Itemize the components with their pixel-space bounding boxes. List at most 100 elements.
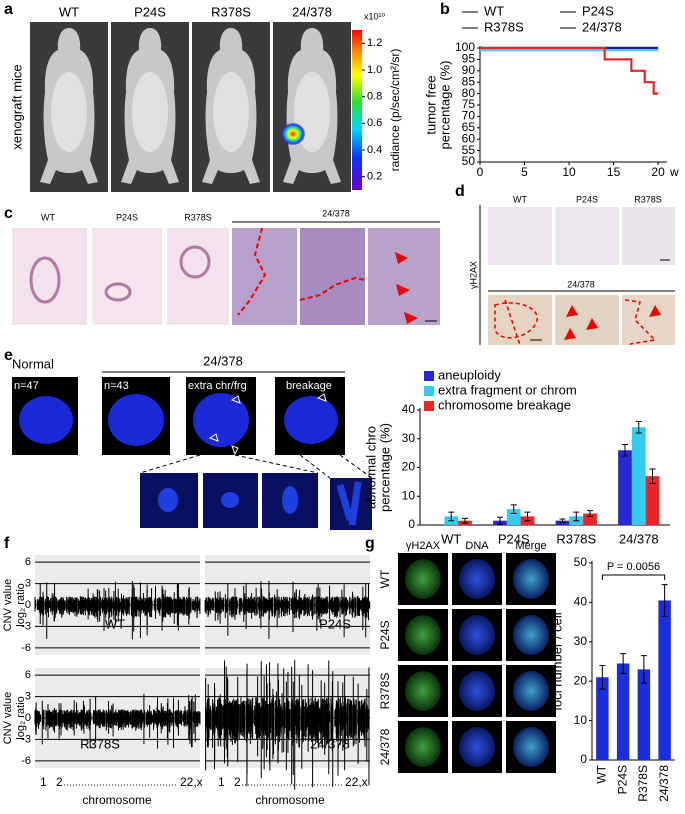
- colorbar-tick-label: 1.2: [367, 37, 382, 49]
- x-tick-label: 24/378: [619, 531, 659, 546]
- y-tick-label: 6: [25, 556, 31, 568]
- y-tick-label: 6: [25, 669, 31, 681]
- row-label: P24S: [378, 620, 392, 649]
- x-tick-label: P24S: [498, 531, 530, 546]
- y-tick-label: 50: [462, 154, 476, 168]
- y-axis-title: abnormal chro: [363, 426, 378, 509]
- error-bar: [524, 511, 531, 522]
- colorbar-tick-label: 0.6: [367, 117, 382, 129]
- y-tick-label: 20: [402, 460, 416, 474]
- bar: [596, 677, 609, 760]
- panel-label: f: [4, 535, 10, 552]
- row-label: R378S: [378, 673, 392, 710]
- y-tick-label: 70: [462, 109, 476, 123]
- row-label: 24/378: [378, 728, 392, 765]
- tumor-border: [624, 299, 657, 345]
- x-label: 22,x: [345, 775, 368, 789]
- panel-a: [30, 22, 362, 192]
- genotype-label: WT: [59, 4, 79, 19]
- arrowheads: [395, 252, 418, 324]
- panel-label: d: [455, 183, 465, 200]
- error-bar: [559, 518, 566, 523]
- nucleus: [513, 727, 549, 767]
- mouse-image: [111, 22, 189, 192]
- bar: [631, 427, 646, 525]
- panel-c: [12, 221, 440, 325]
- tumor-border: [494, 299, 538, 346]
- genotype-label: P24S: [116, 212, 138, 222]
- arrowheads: [564, 305, 661, 340]
- x-tick-label: WT: [441, 531, 461, 546]
- genotype-label: P24S: [576, 194, 598, 204]
- error-bar: [620, 653, 627, 674]
- genotype-label: R378S: [184, 212, 212, 222]
- y-tick-label: 0: [408, 517, 415, 531]
- panel-label: b: [440, 1, 450, 18]
- y-tick-label: 0: [25, 599, 31, 611]
- x-axis-title: chromosome: [82, 793, 152, 807]
- image-label: breakage: [286, 380, 332, 392]
- y-tick-label: 3: [25, 577, 31, 589]
- y-tick-label: 0: [25, 712, 31, 724]
- error-bar: [599, 664, 606, 690]
- colorbar: [352, 30, 362, 190]
- zoom-lines: [139, 454, 373, 479]
- error-bar: [462, 517, 468, 524]
- nucleus: [513, 615, 549, 655]
- y-tick-label: 40: [402, 402, 416, 416]
- colorbar-tick-label: 0.2: [367, 171, 382, 183]
- y-tick-label: 80: [462, 86, 476, 100]
- nucleus: [405, 727, 441, 767]
- signal: [281, 123, 305, 145]
- x-tick-label: 20: [651, 165, 665, 179]
- y-tick-label: 90: [462, 63, 476, 77]
- genotype-label: 24/378: [292, 4, 332, 19]
- group-label: 24/378: [322, 208, 350, 218]
- bar: [618, 450, 632, 525]
- ihc-image: [555, 295, 619, 345]
- genotype-label: P24S: [134, 4, 166, 19]
- y-tick-label: 75: [462, 97, 476, 111]
- error-bar: [661, 584, 668, 617]
- bar: [616, 663, 630, 760]
- x-label: 22,x: [180, 775, 203, 789]
- annotation: P = 0.0056: [607, 561, 660, 573]
- genotype-label: WT: [41, 212, 55, 222]
- legend-swatch: [424, 401, 434, 411]
- panel-label: e: [4, 347, 13, 364]
- genotype-label: P24S: [319, 616, 351, 631]
- legend-label: extra fragment or chrom: [438, 382, 577, 397]
- error-bar: [448, 511, 455, 522]
- y-tick-label: 0: [580, 752, 587, 766]
- x-tick-label: 5: [521, 165, 528, 179]
- ihc-image: [488, 207, 552, 265]
- stain-label: γH2AX: [468, 261, 478, 289]
- legend-label: R378S: [484, 19, 524, 34]
- y-tick-label: 10: [574, 713, 588, 727]
- x-tick-label: R378S: [556, 531, 596, 546]
- y-axis-title: log₂ ratio: [15, 583, 27, 626]
- column-label: DNA: [465, 540, 489, 552]
- ihc-image: [622, 295, 675, 345]
- zoom-chromosome: [336, 481, 362, 526]
- y-tick-label: 65: [462, 120, 476, 134]
- y-axis-title: CNV value: [2, 579, 14, 632]
- mouse-image: [192, 22, 270, 192]
- nucleus: [405, 615, 441, 655]
- legend-label: aneuploidy: [438, 367, 501, 382]
- y-tick-label: 100: [455, 40, 475, 54]
- y-tick-label: 10: [402, 488, 416, 502]
- y-axis-title: percentage (%): [437, 61, 452, 150]
- colorbar-scale: x10¹⁰: [364, 11, 386, 21]
- histology-image: [300, 228, 365, 325]
- chromosomes: [19, 396, 73, 444]
- y-tick-label: 55: [462, 143, 476, 157]
- bar: [645, 476, 660, 525]
- bar: [506, 509, 521, 525]
- error-bar: [640, 655, 647, 684]
- colorbar-tick-label: 0.4: [367, 144, 382, 156]
- error-bar: [573, 511, 580, 522]
- y-axis-title: log₂ ratio: [15, 696, 27, 739]
- legend-label: chromosome breakage: [438, 397, 571, 412]
- side-label: xenograft mice: [9, 64, 24, 149]
